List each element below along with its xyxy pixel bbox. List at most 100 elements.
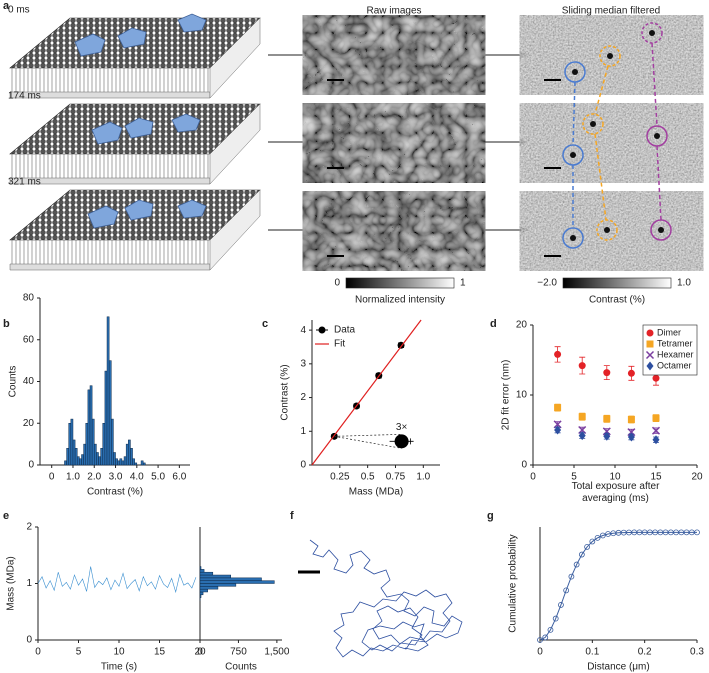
bar bbox=[123, 456, 127, 466]
trajectory bbox=[298, 539, 463, 658]
time-label: 0 ms bbox=[8, 5, 30, 16]
legend-label: Tetramer bbox=[657, 338, 693, 348]
marker bbox=[568, 573, 575, 580]
line bbox=[37, 566, 197, 594]
raw-images bbox=[318, 22, 470, 264]
legend-label: Octamer bbox=[657, 360, 692, 370]
filtered-images bbox=[535, 22, 688, 264]
marker bbox=[603, 415, 611, 423]
colorbar-label: Normalized intensity bbox=[355, 295, 445, 306]
panel-label: f bbox=[290, 510, 294, 522]
x-tick-label: 15 bbox=[154, 647, 166, 658]
bar bbox=[121, 460, 125, 466]
bar bbox=[74, 448, 78, 466]
annotation: 3× bbox=[396, 422, 408, 433]
bar bbox=[199, 594, 202, 598]
fit-line bbox=[311, 319, 422, 466]
marker bbox=[552, 615, 559, 622]
x-tick-label: 0 bbox=[537, 647, 543, 658]
marker bbox=[554, 425, 562, 435]
colorbar-max: 1.0 bbox=[677, 278, 691, 289]
y-axis-label: Counts bbox=[8, 366, 19, 398]
y-tick-label: 1 bbox=[26, 578, 32, 589]
y-tick-label: 80 bbox=[23, 293, 35, 304]
line bbox=[539, 531, 697, 641]
y-axis-label: Cumulative probability bbox=[508, 534, 519, 632]
panel-label: c bbox=[262, 318, 268, 330]
legend-swatch bbox=[646, 340, 654, 348]
bar bbox=[83, 443, 86, 466]
bar bbox=[199, 583, 237, 587]
marker bbox=[584, 544, 590, 550]
bar bbox=[79, 458, 82, 466]
x-tick-label: 1,500 bbox=[264, 647, 289, 658]
marker bbox=[694, 529, 700, 536]
marker bbox=[652, 435, 660, 445]
marker bbox=[547, 626, 554, 633]
bar bbox=[199, 574, 231, 579]
bar bbox=[113, 452, 116, 466]
x-tick-label: 4.0 bbox=[130, 472, 144, 483]
marker bbox=[594, 534, 601, 541]
y-tick-label: 2 bbox=[300, 392, 306, 403]
x-axis-label: Total exposure after averaging (ms) bbox=[571, 481, 660, 504]
marker bbox=[553, 420, 562, 429]
marker bbox=[578, 425, 587, 435]
colorbar-min: 0 bbox=[334, 278, 340, 289]
marker bbox=[627, 416, 635, 423]
marker bbox=[578, 362, 586, 370]
y-tick-label: 0 bbox=[28, 460, 34, 471]
bar bbox=[85, 423, 89, 466]
bar bbox=[128, 439, 131, 466]
x-axis-label: Contrast (%) bbox=[87, 487, 143, 498]
x-tick-label: 0.25 bbox=[330, 472, 350, 483]
x-tick-label: 15 bbox=[650, 472, 662, 483]
y-axis-label: Mass (MDa) bbox=[6, 556, 17, 610]
bar bbox=[91, 418, 95, 466]
y-tick-label: 0 bbox=[521, 460, 527, 471]
y-tick-label: 40 bbox=[23, 376, 35, 387]
panel-label: b bbox=[3, 318, 10, 330]
x-tick-label: 0.3 bbox=[690, 647, 704, 658]
colorbar bbox=[562, 277, 672, 289]
bar bbox=[199, 566, 202, 570]
panel-label: a bbox=[3, 0, 10, 12]
bar bbox=[96, 452, 99, 466]
bar bbox=[111, 418, 114, 466]
colorbar-max: 1 bbox=[460, 278, 466, 289]
bar bbox=[64, 460, 67, 466]
colorbar-min: −2.0 bbox=[537, 278, 557, 289]
x-tick-label: 5.0 bbox=[151, 472, 165, 483]
panel-label: e bbox=[3, 510, 9, 522]
column-title: Raw images bbox=[366, 6, 421, 17]
bar bbox=[199, 586, 219, 590]
marker bbox=[651, 426, 661, 435]
x-axis-label: Time (s) bbox=[101, 662, 137, 673]
x-tick-label: 750 bbox=[230, 647, 247, 658]
x-tick-label: 0.5 bbox=[361, 472, 375, 483]
x-tick-label: 10 bbox=[609, 472, 621, 483]
x-tick-label: 1.0 bbox=[66, 472, 80, 483]
x-axis-label: Counts bbox=[225, 662, 257, 673]
x-tick-label: 0 bbox=[197, 647, 203, 658]
marker bbox=[563, 587, 570, 594]
x-tick-label: 20 bbox=[194, 647, 206, 658]
bar bbox=[199, 580, 275, 584]
x-tick-label: 10 bbox=[113, 647, 125, 658]
arrows bbox=[268, 51, 529, 234]
y-tick-label: 60 bbox=[23, 334, 35, 345]
marker bbox=[554, 404, 562, 412]
bar bbox=[199, 571, 214, 576]
marker bbox=[599, 532, 606, 539]
panel-a-text: 0 ms 174 ms 321 ms Raw images Sliding me… bbox=[8, 5, 691, 306]
y-tick-label: 0 bbox=[300, 460, 306, 471]
bar bbox=[76, 456, 80, 466]
bar bbox=[72, 439, 76, 466]
bar bbox=[115, 458, 118, 466]
time-label: 321 ms bbox=[8, 177, 41, 188]
y-tick-label: 4 bbox=[300, 325, 306, 336]
marker bbox=[589, 538, 596, 545]
bar bbox=[100, 448, 104, 466]
y-tick-label: 0 bbox=[26, 635, 32, 646]
x-tick-label: 0.2 bbox=[638, 647, 652, 658]
